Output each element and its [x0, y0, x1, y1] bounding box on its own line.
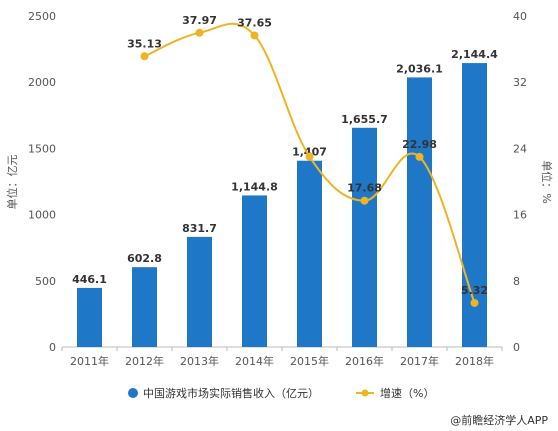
legend-bar-swatch	[128, 388, 138, 398]
right-tick-label: 0	[513, 341, 520, 354]
bar-value-label: 602.8	[127, 252, 162, 265]
x-tick-label: 2013年	[180, 354, 219, 368]
left-tick-label: 2000	[28, 76, 56, 89]
growth-point	[250, 31, 259, 40]
left-axis-title: 单位：亿元	[5, 155, 19, 210]
growth-point	[195, 28, 204, 37]
bar-labels: 446.1 602.8 831.7 1,144.8 1,407 1,655.7 2,036.…	[72, 48, 498, 286]
left-tick-label: 0	[49, 341, 56, 354]
growth-value-label: 37.97	[182, 14, 217, 27]
left-tick-label: 1000	[28, 209, 56, 222]
right-y-axis: 0 8 16 24 32 40	[513, 10, 527, 354]
growth-point	[360, 196, 369, 205]
source-text: @前瞻经济学人APP	[450, 413, 548, 427]
left-y-axis: 0 500 1000 1500 2000 2500	[28, 10, 56, 354]
right-tick-label: 24	[513, 142, 527, 155]
bar-value-label: 831.7	[182, 222, 217, 235]
bar	[77, 287, 102, 347]
line-labels: 35.13 37.97 37.65 17.68 22.98 5.32	[127, 14, 488, 297]
x-tick-label: 2018年	[455, 354, 494, 368]
bar-value-label: 1,407	[292, 146, 327, 159]
left-tick-label: 1500	[28, 142, 56, 155]
growth-point	[305, 152, 314, 161]
legend: 中国游戏市场实际销售收入（亿元） 增速（%）	[128, 386, 434, 400]
growth-line	[144, 22, 476, 304]
bar	[187, 236, 212, 347]
growth-value-label: 37.65	[237, 16, 272, 29]
left-tick-label: 500	[35, 275, 56, 288]
legend-bar-label: 中国游戏市场实际销售收入（亿元）	[143, 386, 319, 400]
growth-point	[415, 152, 424, 161]
x-tick-label: 2017年	[400, 354, 439, 368]
growth-point	[140, 52, 149, 61]
bar-value-label: 2,144.4	[451, 48, 498, 61]
x-tick-label: 2012年	[125, 354, 164, 368]
bar	[242, 195, 267, 347]
growth-value-label: 17.68	[347, 182, 382, 195]
x-tick-label: 2016年	[345, 354, 384, 368]
bar	[407, 77, 432, 348]
bar	[297, 160, 322, 347]
right-tick-label: 8	[513, 275, 520, 288]
right-tick-label: 32	[513, 76, 527, 89]
left-tick-label: 2500	[28, 10, 56, 23]
growth-point	[470, 298, 479, 307]
x-tick-label: 2015年	[290, 354, 329, 368]
growth-value-label: 22.98	[402, 138, 437, 151]
growth-value-label: 35.13	[127, 37, 162, 50]
right-tick-label: 16	[513, 209, 527, 222]
bar-value-label: 446.1	[72, 273, 107, 286]
legend-line-marker	[361, 389, 369, 397]
line-series	[140, 22, 479, 307]
bar	[352, 127, 377, 348]
bar-value-label: 1,655.7	[341, 113, 388, 126]
bar-series	[77, 63, 487, 348]
right-tick-label: 40	[513, 10, 527, 23]
x-axis-ticks: 2011年 2012年 2013年 2014年 2015年 2016年 2017年 2018年	[61, 347, 503, 368]
bar	[132, 267, 157, 347]
right-axis-title: 单位：%	[540, 160, 554, 203]
legend-line-label: 增速（%）	[380, 386, 434, 400]
bar-value-label: 2,036.1	[396, 62, 443, 75]
bar-value-label: 1,144.8	[231, 180, 278, 193]
x-tick-label: 2014年	[235, 354, 274, 368]
x-tick-label: 2011年	[70, 354, 109, 368]
growth-value-label: 5.32	[461, 284, 488, 297]
